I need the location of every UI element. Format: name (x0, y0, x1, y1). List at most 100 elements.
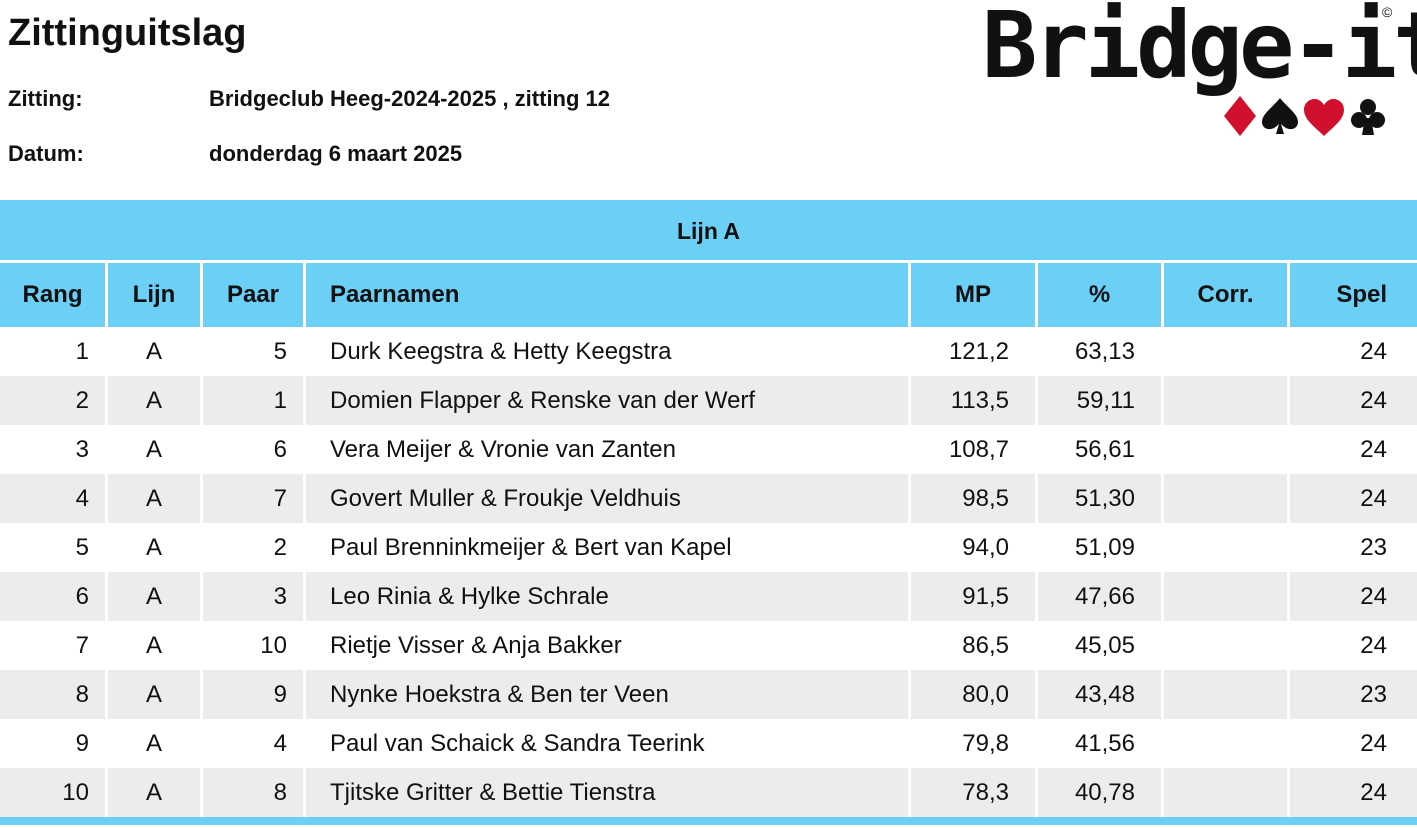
cell-corr (1164, 768, 1290, 817)
cell-mp: 78,3 (911, 768, 1038, 817)
cell-spel: 23 (1360, 534, 1387, 561)
spade-icon (1262, 98, 1298, 134)
diamond-icon (1224, 96, 1256, 136)
cell-paar: 8 (203, 768, 306, 817)
header-percentage: % (1038, 263, 1164, 327)
table-row: 3 A 6 Vera Meijer & Vronie van Zanten 10… (0, 425, 1417, 474)
cell-percentage: 45,05 (1038, 621, 1164, 670)
cell-lijn: A (108, 376, 203, 425)
cell-paarnamen: Paul van Schaick & Sandra Teerink (306, 719, 911, 768)
cell-corr (1164, 327, 1290, 376)
cell-paar: 3 (203, 572, 306, 621)
cell-corr (1164, 523, 1290, 572)
cell-percentage: 41,56 (1038, 719, 1164, 768)
cell-rang: 5 (0, 523, 108, 572)
logo-wordmark: Bridge-it (982, 0, 1417, 99)
cell-spel: 24 (1360, 485, 1387, 512)
cell-percentage: 47,66 (1038, 572, 1164, 621)
cell-spel: 24 (1360, 387, 1387, 414)
cell-mp: 108,7 (911, 425, 1038, 474)
cell-paar: 4 (203, 719, 306, 768)
cell-lijn: A (108, 327, 203, 376)
cell-rang: 10 (0, 768, 108, 817)
section-header-lijn-a: Lijn A (0, 200, 1417, 263)
cell-spel: 24 (1360, 338, 1387, 365)
cell-spel: 24 (1360, 632, 1387, 659)
cell-paarnamen: Nynke Hoekstra & Ben ter Veen (306, 670, 911, 719)
cell-rang: 3 (0, 425, 108, 474)
cell-paar: 9 (203, 670, 306, 719)
results-table: Lijn A Rang Lijn Paar Paarnamen MP % Cor… (0, 200, 1417, 825)
cell-mp: 94,0 (911, 523, 1038, 572)
cell-paar: 2 (203, 523, 306, 572)
cell-paar: 1 (203, 376, 306, 425)
cell-mp: 113,5 (911, 376, 1038, 425)
datum-value: donderdag 6 maart 2025 (209, 141, 463, 166)
header-corr: Corr. (1164, 263, 1290, 327)
table-row: 7 A 10 Rietje Visser & Anja Bakker 86,5 … (0, 621, 1417, 670)
table-row: 5 A 2 Paul Brenninkmeijer & Bert van Kap… (0, 523, 1417, 572)
cell-rang: 7 (0, 621, 108, 670)
cell-lijn: A (108, 425, 203, 474)
cell-lijn: A (108, 523, 203, 572)
cell-paarnamen: Domien Flapper & Renske van der Werf (306, 376, 911, 425)
cell-mp: 79,8 (911, 719, 1038, 768)
copyright-mark: © (1382, 4, 1393, 20)
cell-spel: 24 (1360, 583, 1387, 610)
cell-lijn: A (108, 670, 203, 719)
table-row: 10 A 8 Tjitske Gritter & Bettie Tienstra… (0, 768, 1417, 817)
cell-paarnamen: Durk Keegstra & Hetty Keegstra (306, 327, 911, 376)
header-paar: Paar (203, 263, 306, 327)
page-title: Zittinguitslag (8, 12, 247, 54)
cell-paarnamen: Tjitske Gritter & Bettie Tienstra (306, 768, 911, 817)
cell-percentage: 51,30 (1038, 474, 1164, 523)
cell-corr (1164, 425, 1290, 474)
cell-rang: 2 (0, 376, 108, 425)
club-icon (1351, 99, 1385, 135)
header-rang: Rang (0, 263, 108, 327)
header-paarnamen: Paarnamen (306, 263, 911, 327)
cell-rang: 9 (0, 719, 108, 768)
cell-lijn: A (108, 768, 203, 817)
cell-spel: 24 (1360, 779, 1387, 806)
cell-paarnamen: Govert Muller & Froukje Veldhuis (306, 474, 911, 523)
card-suits (1224, 96, 1385, 136)
cell-corr (1164, 474, 1290, 523)
cell-spel: 24 (1360, 436, 1387, 463)
cell-rang: 6 (0, 572, 108, 621)
bridge-it-logo: Bridge-it © (980, 0, 1417, 142)
heart-icon (1304, 99, 1344, 136)
cell-percentage: 40,78 (1038, 768, 1164, 817)
table-row: 9 A 4 Paul van Schaick & Sandra Teerink … (0, 719, 1417, 768)
cell-mp: 80,0 (911, 670, 1038, 719)
cell-paar: 6 (203, 425, 306, 474)
table-row: 2 A 1 Domien Flapper & Renske van der We… (0, 376, 1417, 425)
cell-rang: 1 (0, 327, 108, 376)
cell-rang: 8 (0, 670, 108, 719)
zitting-value: Bridgeclub Heeg-2024-2025 , zitting 12 (209, 86, 611, 111)
cell-mp: 98,5 (911, 474, 1038, 523)
cell-percentage: 43,48 (1038, 670, 1164, 719)
cell-corr (1164, 719, 1290, 768)
cell-paar: 10 (203, 621, 306, 670)
cell-spel: 23 (1360, 681, 1387, 708)
header-spel: Spel (1336, 281, 1387, 308)
cell-lijn: A (108, 474, 203, 523)
cell-percentage: 56,61 (1038, 425, 1164, 474)
cell-lijn: A (108, 719, 203, 768)
cell-lijn: A (108, 621, 203, 670)
cell-corr (1164, 670, 1290, 719)
cell-paar: 7 (203, 474, 306, 523)
cell-corr (1164, 621, 1290, 670)
cell-corr (1164, 376, 1290, 425)
cell-mp: 91,5 (911, 572, 1038, 621)
cell-paarnamen: Vera Meijer & Vronie van Zanten (306, 425, 911, 474)
table-bottom-bar (0, 817, 1417, 825)
datum-label: Datum: (8, 141, 84, 166)
cell-spel: 24 (1360, 730, 1387, 757)
table-row: 4 A 7 Govert Muller & Froukje Veldhuis 9… (0, 474, 1417, 523)
cell-paarnamen: Paul Brenninkmeijer & Bert van Kapel (306, 523, 911, 572)
zitting-label: Zitting: (8, 86, 83, 111)
cell-percentage: 59,11 (1038, 376, 1164, 425)
cell-percentage: 63,13 (1038, 327, 1164, 376)
